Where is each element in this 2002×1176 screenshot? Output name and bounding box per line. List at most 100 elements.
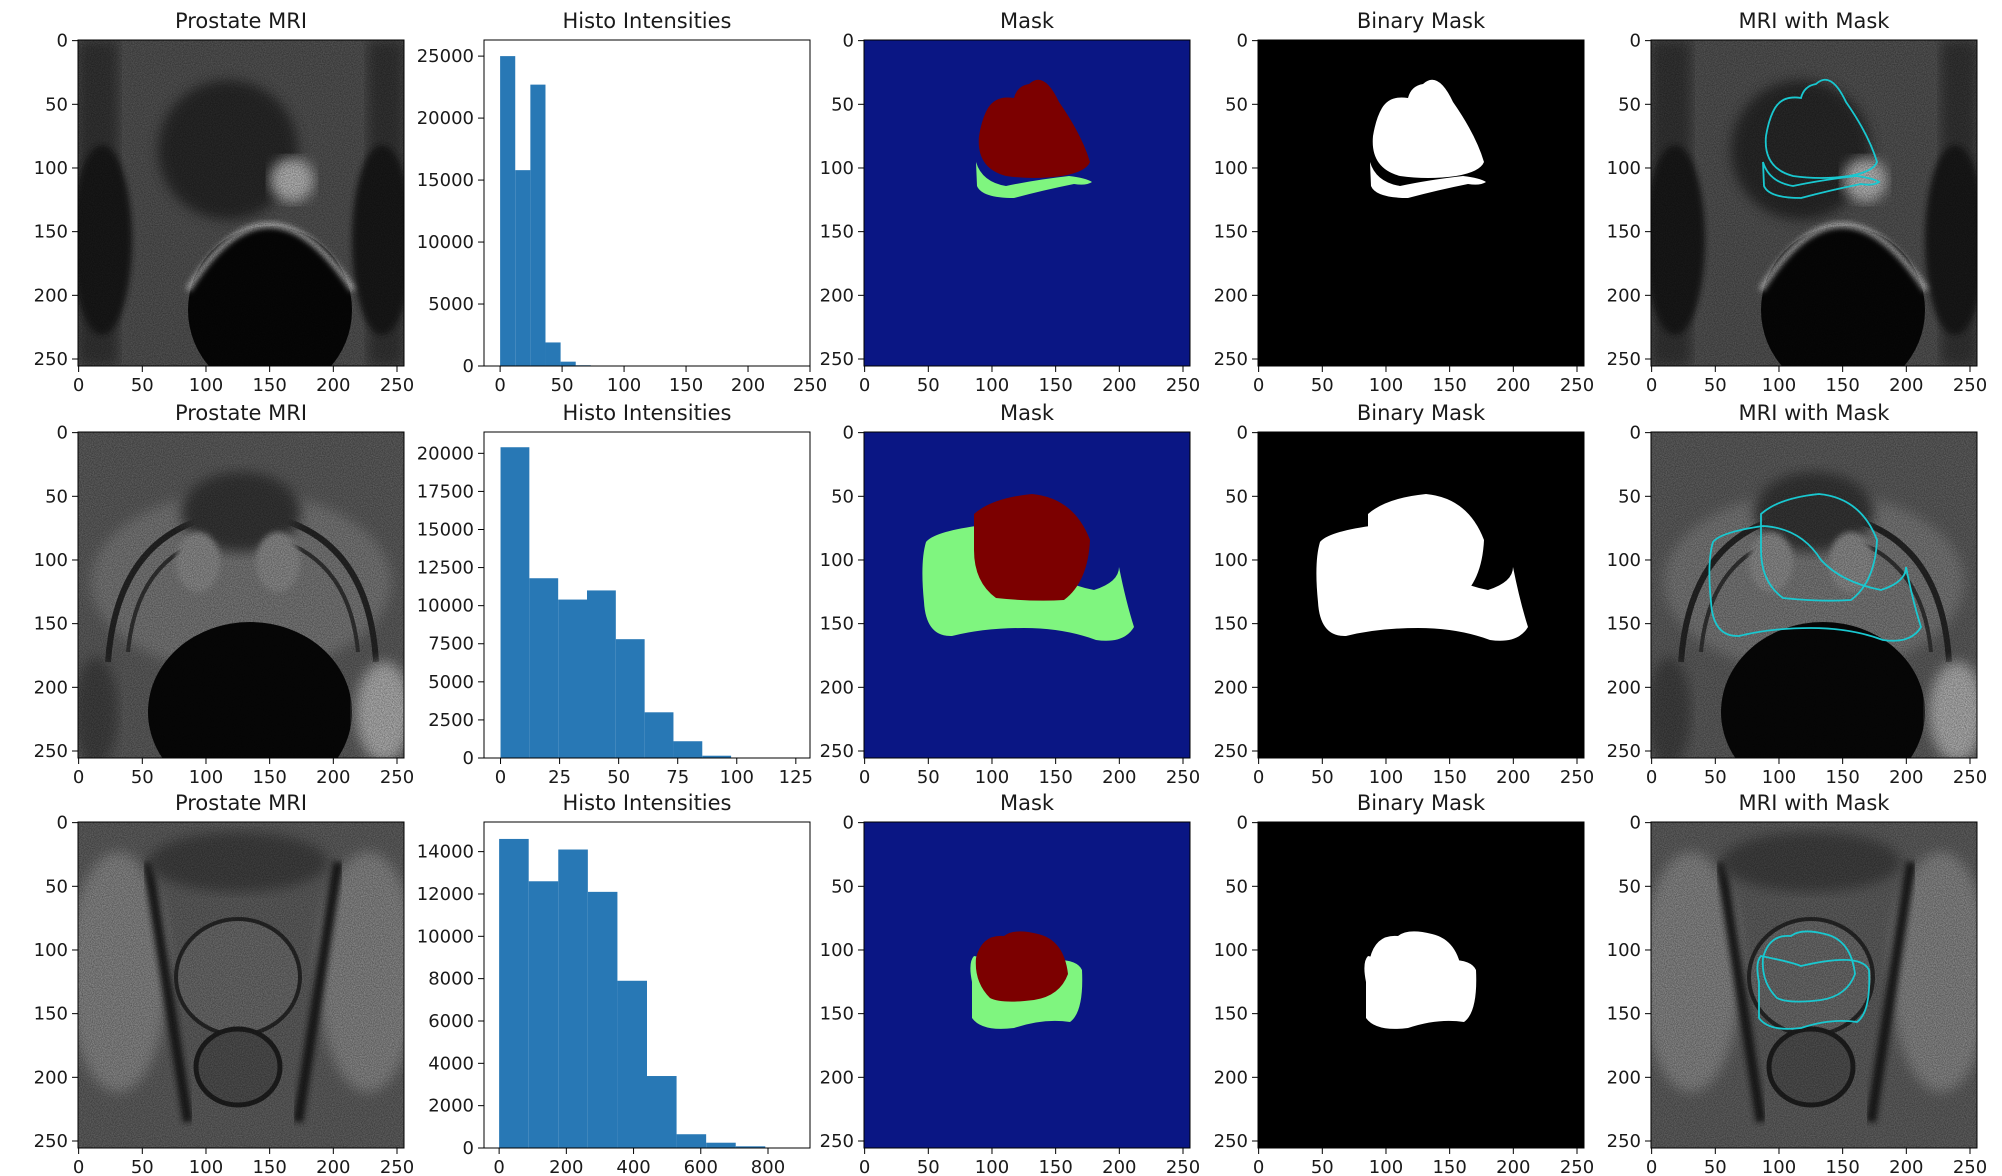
- panel-title: Histo Intensities: [563, 9, 732, 33]
- x-tick-label: 75: [666, 767, 689, 788]
- x-tick-label: 250: [380, 1157, 414, 1176]
- x-tick-label: 250: [1953, 375, 1987, 396]
- x-tick-label: 100: [189, 767, 223, 788]
- x-tick-label: 100: [1369, 767, 1403, 788]
- x-tick-label: 150: [1038, 767, 1072, 788]
- y-tick-label: 0: [463, 748, 474, 769]
- y-tick-label: 150: [1214, 614, 1248, 635]
- y-tick-label: 0: [463, 1138, 474, 1159]
- x-tick-label: 0: [495, 767, 506, 788]
- y-tick-label: 2500: [428, 710, 474, 731]
- y-tick-label: 100: [1607, 158, 1641, 179]
- x-tick-label: 0: [493, 1157, 504, 1176]
- histogram-bar: [528, 881, 559, 1148]
- y-tick-label: 250: [34, 1131, 68, 1152]
- histogram-bar: [735, 1146, 766, 1148]
- histogram-bar: [558, 849, 588, 1148]
- x-tick-label: 150: [252, 767, 286, 788]
- x-tick-label: 150: [252, 375, 286, 396]
- y-tick-label: 200: [1607, 1067, 1641, 1088]
- y-tick-label: 0: [463, 356, 474, 377]
- y-tick-label: 250: [34, 741, 68, 762]
- y-tick-label: 5000: [428, 672, 474, 693]
- x-tick-label: 0: [1253, 1157, 1264, 1176]
- x-tick-label: 200: [1889, 767, 1923, 788]
- histogram-bar: [500, 447, 530, 758]
- y-tick-label: 50: [831, 876, 854, 897]
- x-tick-label: 100: [975, 767, 1009, 788]
- y-tick-label: 100: [820, 940, 854, 961]
- y-tick-label: 8000: [428, 969, 474, 990]
- y-tick-label: 200: [34, 1067, 68, 1088]
- y-tick-label: 50: [45, 94, 68, 115]
- x-tick-label: 0: [859, 1157, 870, 1176]
- bin-b-image: [1258, 432, 1584, 758]
- x-tick-label: 0: [1646, 1157, 1657, 1176]
- x-tick-label: 200: [549, 1157, 583, 1176]
- panel-title: Binary Mask: [1357, 9, 1486, 33]
- x-tick-label: 250: [793, 375, 827, 396]
- histogram-panel-r1: 0 25 50 75 100 125 0 2500 5000 7500 10000 12500 1500…: [417, 401, 813, 788]
- y-tick-label: 0: [1237, 31, 1248, 52]
- y-tick-label: 0: [843, 31, 854, 52]
- x-tick-label: 50: [1311, 375, 1334, 396]
- y-tick-label: 250: [1214, 1131, 1248, 1152]
- histogram-bar: [499, 838, 529, 1148]
- image-panel-r2-c3: 0 50 100 150 200 250 0 50 100 150 200 250 Binary Mas…: [1214, 791, 1595, 1176]
- x-tick-label: 0: [1253, 767, 1264, 788]
- x-tick-label: 50: [1311, 767, 1334, 788]
- x-tick-label: 0: [494, 375, 505, 396]
- y-tick-label: 50: [45, 876, 68, 897]
- x-tick-label: 150: [252, 1157, 286, 1176]
- y-tick-label: 14000: [417, 842, 474, 863]
- y-tick-label: 100: [1214, 550, 1248, 571]
- y-tick-label: 250: [820, 349, 854, 370]
- panel-title: Mask: [1000, 791, 1055, 815]
- y-tick-label: 200: [1214, 1067, 1248, 1088]
- x-tick-label: 0: [73, 375, 84, 396]
- x-tick-label: 150: [669, 375, 703, 396]
- y-tick-label: 20000: [417, 108, 474, 129]
- x-tick-label: 150: [1432, 767, 1466, 788]
- panel-title: Mask: [1000, 9, 1055, 33]
- x-tick-label: 200: [316, 767, 350, 788]
- x-tick-label: 150: [1825, 375, 1859, 396]
- x-tick-label: 100: [975, 1157, 1009, 1176]
- y-tick-label: 100: [1214, 940, 1248, 961]
- y-tick-label: 0: [57, 423, 68, 444]
- y-tick-label: 250: [1607, 1131, 1641, 1152]
- y-tick-label: 100: [1607, 550, 1641, 571]
- x-tick-label: 200: [1102, 767, 1136, 788]
- y-tick-label: 150: [34, 1004, 68, 1025]
- x-tick-label: 250: [1166, 375, 1200, 396]
- mask-c-image: [864, 822, 1190, 1148]
- x-tick-label: 25: [548, 767, 571, 788]
- y-tick-label: 200: [1214, 677, 1248, 698]
- y-tick-label: 50: [1618, 876, 1641, 897]
- overlay-b-image: [1651, 432, 1977, 758]
- x-tick-label: 200: [1496, 767, 1530, 788]
- y-tick-label: 250: [1214, 349, 1248, 370]
- y-tick-label: 50: [831, 94, 854, 115]
- y-tick-label: 150: [1607, 614, 1641, 635]
- y-tick-label: 4000: [428, 1053, 474, 1074]
- x-tick-label: 50: [131, 767, 154, 788]
- histogram-bar: [676, 1134, 707, 1148]
- x-tick-label: 0: [859, 767, 870, 788]
- y-tick-label: 100: [34, 158, 68, 179]
- x-tick-label: 150: [1432, 1157, 1466, 1176]
- x-tick-label: 250: [1953, 1157, 1987, 1176]
- bin-c-image: [1258, 822, 1584, 1148]
- x-tick-label: 100: [1762, 375, 1796, 396]
- x-tick-label: 200: [316, 375, 350, 396]
- x-tick-label: 250: [1560, 1157, 1594, 1176]
- x-tick-label: 50: [131, 1157, 154, 1176]
- y-tick-label: 250: [1607, 741, 1641, 762]
- y-tick-label: 2000: [428, 1096, 474, 1117]
- y-tick-label: 5000: [428, 294, 474, 315]
- y-tick-label: 150: [34, 222, 68, 243]
- x-tick-label: 200: [316, 1157, 350, 1176]
